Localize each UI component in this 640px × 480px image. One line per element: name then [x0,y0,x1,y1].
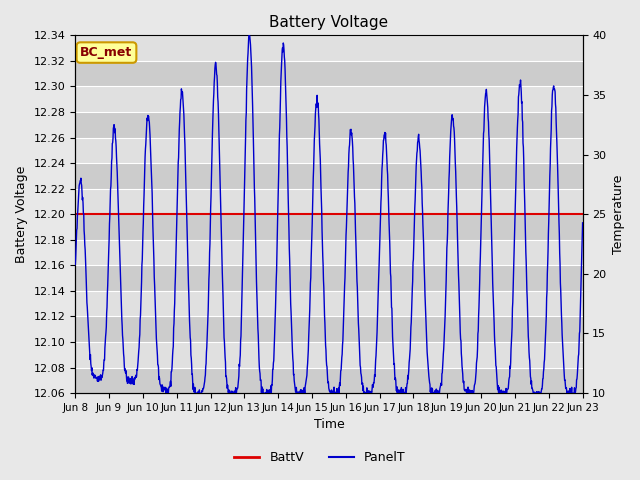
Title: Battery Voltage: Battery Voltage [269,15,388,30]
Bar [76,316,582,342]
Legend: BattV, PanelT: BattV, PanelT [229,446,411,469]
Bar [76,291,582,316]
Bar [76,265,582,291]
Bar [76,189,582,214]
Bar [76,163,582,189]
Bar [76,138,582,163]
Y-axis label: Temperature: Temperature [612,175,625,254]
Bar [76,342,582,368]
Bar [76,368,582,393]
Bar [76,112,582,138]
Text: BC_met: BC_met [81,46,132,59]
Bar [76,86,582,112]
Y-axis label: Battery Voltage: Battery Voltage [15,166,28,263]
Bar [76,214,582,240]
Bar [76,61,582,86]
Bar [76,36,582,61]
Bar [76,240,582,265]
X-axis label: Time: Time [314,419,344,432]
